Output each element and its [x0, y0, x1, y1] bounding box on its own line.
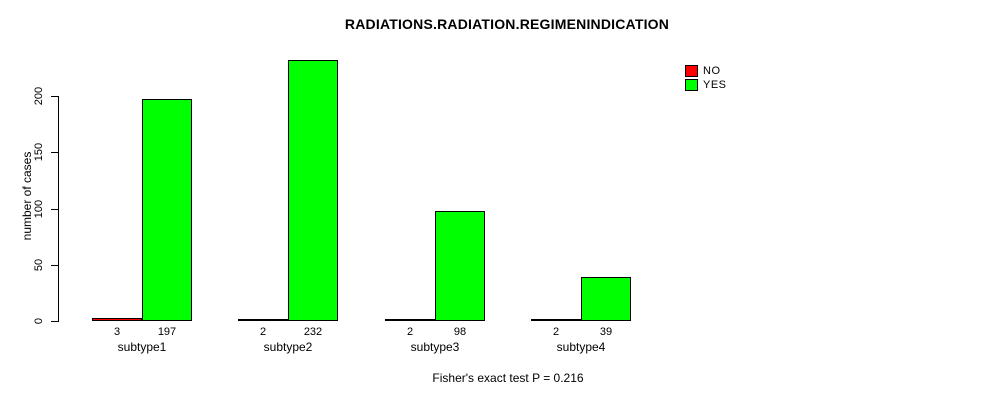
x-category-label-subtype4: subtype4 [556, 340, 606, 354]
legend-entry-yes: YES [685, 78, 727, 92]
legend-swatch-yes [685, 79, 698, 91]
y-tick-mark [51, 209, 58, 210]
x-category-label-subtype2: subtype2 [263, 340, 313, 354]
x-category-label-subtype1: subtype1 [117, 340, 167, 354]
bar-yes-subtype2 [288, 60, 338, 321]
y-tick-mark [51, 96, 58, 97]
bar-yes-subtype3 [435, 211, 485, 321]
bar-value-label: 2 [406, 326, 414, 338]
legend: NO YES [685, 64, 727, 92]
bar-value-label: 2 [259, 326, 267, 338]
y-tick-mark [51, 265, 58, 266]
bar-value-label: 197 [157, 326, 177, 338]
bar-no-subtype1 [92, 318, 142, 321]
bar-value-label: 39 [599, 326, 613, 338]
bar-no-subtype4 [531, 319, 581, 321]
bar-no-subtype2 [238, 319, 288, 321]
chart-title: RADIATIONS.RADIATION.REGIMENINDICATION [344, 16, 670, 32]
legend-swatch-no [685, 65, 698, 77]
x-category-label-subtype3: subtype3 [410, 340, 460, 354]
y-tick-label: 200 [33, 86, 45, 106]
legend-entry-no: NO [685, 64, 727, 78]
bar-yes-subtype1 [142, 99, 192, 321]
y-tick-label: 0 [33, 317, 45, 325]
y-tick-mark [51, 321, 58, 322]
bar-value-label: 2 [552, 326, 560, 338]
bar-no-subtype3 [385, 319, 435, 321]
y-axis-line [58, 96, 59, 322]
bar-value-label: 98 [453, 326, 467, 338]
y-tick-label: 150 [33, 142, 45, 162]
bar-value-label: 3 [113, 326, 121, 338]
y-tick-mark [51, 152, 58, 153]
bar-value-label: 232 [303, 326, 323, 338]
bar-yes-subtype4 [581, 277, 631, 321]
legend-label-no: NO [703, 65, 721, 77]
y-tick-label: 50 [33, 258, 45, 272]
legend-label-yes: YES [703, 79, 727, 91]
y-tick-label: 100 [33, 199, 45, 219]
statistical-test-annotation: Fisher's exact test P = 0.216 [432, 371, 584, 385]
